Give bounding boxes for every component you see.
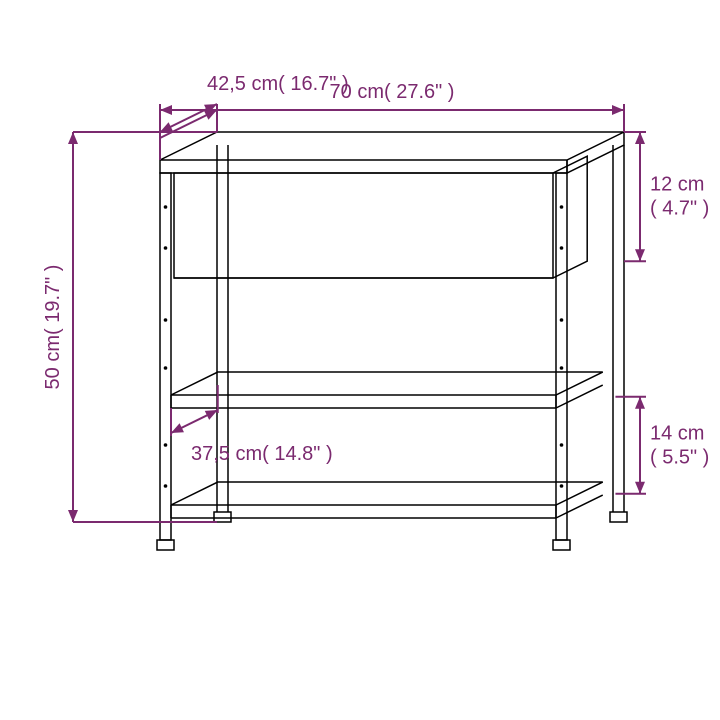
dim-height: 50 cm( 19.7" ) <box>42 265 64 390</box>
dim-drawer-l1: 12 cm <box>650 174 704 196</box>
dim-shelf-depth: 37,5 cm( 14.8" ) <box>191 443 333 465</box>
dim-drawer-l2: ( 4.7" ) <box>650 198 709 220</box>
dim-depth: 42,5 cm( 16.7" ) <box>207 73 349 95</box>
dim-gap-l2: ( 5.5" ) <box>650 446 709 468</box>
dim-gap-l1: 14 cm <box>650 422 704 444</box>
